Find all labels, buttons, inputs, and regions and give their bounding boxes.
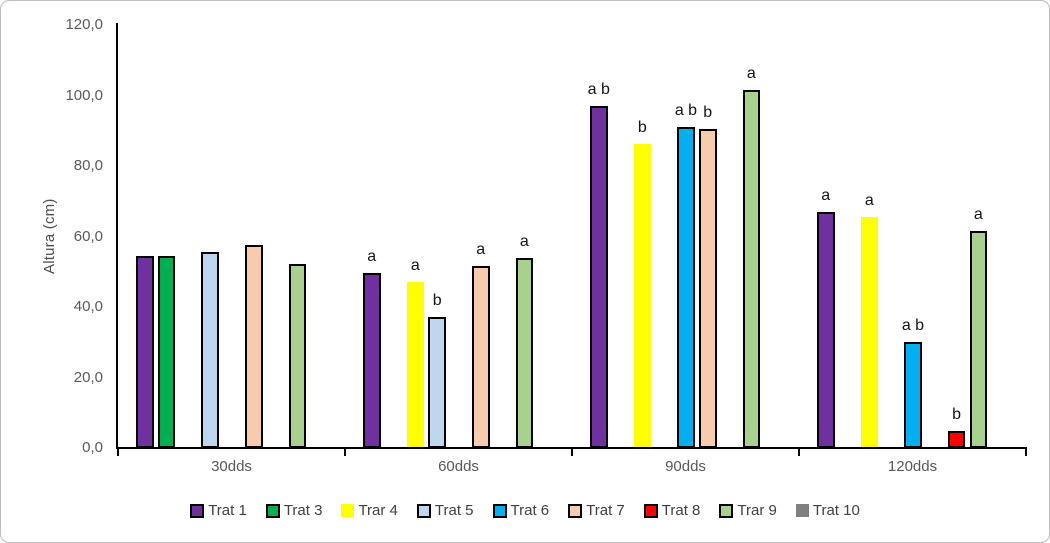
legend-swatch-trat-6	[492, 503, 507, 518]
sig-label: a b	[587, 81, 610, 99]
x-axis-tick	[344, 447, 346, 456]
legend-item-trat-6: Trat 6	[492, 502, 550, 519]
legend-label-trat-7: Trat 7	[586, 502, 625, 519]
sig-label: a	[973, 205, 983, 223]
bar-trat-7-30dds	[245, 245, 263, 448]
x-axis-tick	[117, 447, 119, 456]
bar-trat-8-120dds	[947, 431, 966, 448]
bar-trat-1-30dds	[136, 255, 154, 448]
legend-swatch-trat-1	[190, 503, 205, 518]
legend-label-trat-3: Trat 3	[283, 502, 323, 519]
legend-swatch-trat-8	[643, 503, 658, 518]
x-category-label: 120dds	[887, 458, 938, 475]
sig-label: a	[746, 65, 756, 83]
sig-label: a	[476, 240, 486, 258]
sig-label: b	[637, 119, 647, 137]
legend-item-trar-9: Trar 9	[719, 502, 777, 519]
x-axis-tick	[798, 447, 800, 456]
y-tick-label: 60,0	[73, 227, 103, 245]
legend: Trat 1 Trat 3 Trar 4 Trat 5 Trat 6 Trat 7 Trat…	[1, 503, 1049, 518]
sig-label: a b	[901, 316, 925, 334]
bar-trar-9-60dds	[515, 257, 534, 448]
legend-swatch-trar-9	[719, 503, 734, 518]
sig-label: a	[410, 257, 420, 275]
legend-label-trat-5: Trat 5	[434, 502, 474, 519]
legend-label-trat-6: Trat 6	[510, 502, 550, 519]
legend-swatch-trat-3	[265, 503, 280, 518]
legend-item-trat-3: Trat 3	[265, 502, 323, 519]
sig-label: a	[367, 247, 377, 265]
bar-trar-9-90dds	[742, 90, 761, 448]
bar-trar-4-60dds	[406, 282, 425, 448]
bar-trat-5-60dds	[428, 316, 446, 448]
legend-item-trar-4: Trar 4	[341, 502, 398, 519]
y-tick-label: 120,0	[65, 16, 103, 33]
x-axis-tick	[1025, 447, 1027, 456]
legend-swatch-trat-10	[795, 504, 809, 517]
bar-trat-6-120dds	[904, 341, 922, 448]
legend-swatch-trar-4	[341, 504, 355, 517]
bar-trar-9-30dds	[288, 263, 307, 448]
legend-swatch-trat-5	[416, 503, 431, 518]
bar-trat-1-60dds	[363, 272, 381, 448]
legend-item-trat-1: Trat 1	[190, 503, 247, 518]
y-tick-label: 40,0	[73, 298, 103, 315]
legend-item-trat-5: Trat 5	[416, 502, 474, 519]
bar-trar-9-120dds	[969, 230, 988, 448]
sig-label: b	[703, 103, 713, 121]
sig-label: a	[864, 191, 874, 209]
sig-label: b	[952, 406, 961, 424]
bar-trat-7-60dds	[472, 265, 490, 448]
sig-label: a	[821, 187, 831, 205]
sig-label: a	[519, 232, 529, 250]
legend-item-trat-7: Trat 7	[568, 503, 625, 518]
legend-label-trat-10: Trat 10	[812, 502, 860, 519]
bar-trat-6-90dds	[677, 126, 695, 448]
legend-item-trat-10: Trat 10	[795, 502, 860, 519]
legend-label-trar-4: Trar 4	[358, 502, 398, 519]
bar-trat-5-30dds	[201, 251, 219, 448]
legend-swatch-trat-7	[568, 503, 583, 518]
legend-label-trat-8: Trat 8	[661, 502, 701, 519]
y-axis-line	[116, 23, 118, 449]
y-tick-label: 0,0	[82, 439, 103, 456]
sig-label: a b	[674, 101, 698, 119]
bar-trar-4-90dds	[633, 144, 652, 448]
y-tick-label: 20,0	[73, 368, 103, 386]
y-tick-label: 80,0	[73, 157, 103, 174]
x-category-label: 60dds	[438, 458, 479, 475]
x-axis-tick	[571, 447, 573, 456]
legend-label-trar-9: Trar 9	[737, 502, 777, 519]
bar-trat-3-30dds	[157, 255, 176, 448]
sig-label: b	[432, 291, 442, 309]
y-tick-label: 100,0	[65, 86, 103, 104]
bar-trat-1-90dds	[590, 106, 608, 448]
bar-trat-7-90dds	[699, 128, 717, 448]
bar-trar-4-120dds	[860, 216, 879, 448]
bar-trat-1-120dds	[817, 212, 835, 448]
legend-item-trat-8: Trat 8	[643, 502, 701, 519]
legend-label-trat-1: Trat 1	[208, 502, 247, 519]
x-category-label: 90dds	[665, 458, 706, 475]
x-category-label: 30dds	[211, 458, 252, 475]
